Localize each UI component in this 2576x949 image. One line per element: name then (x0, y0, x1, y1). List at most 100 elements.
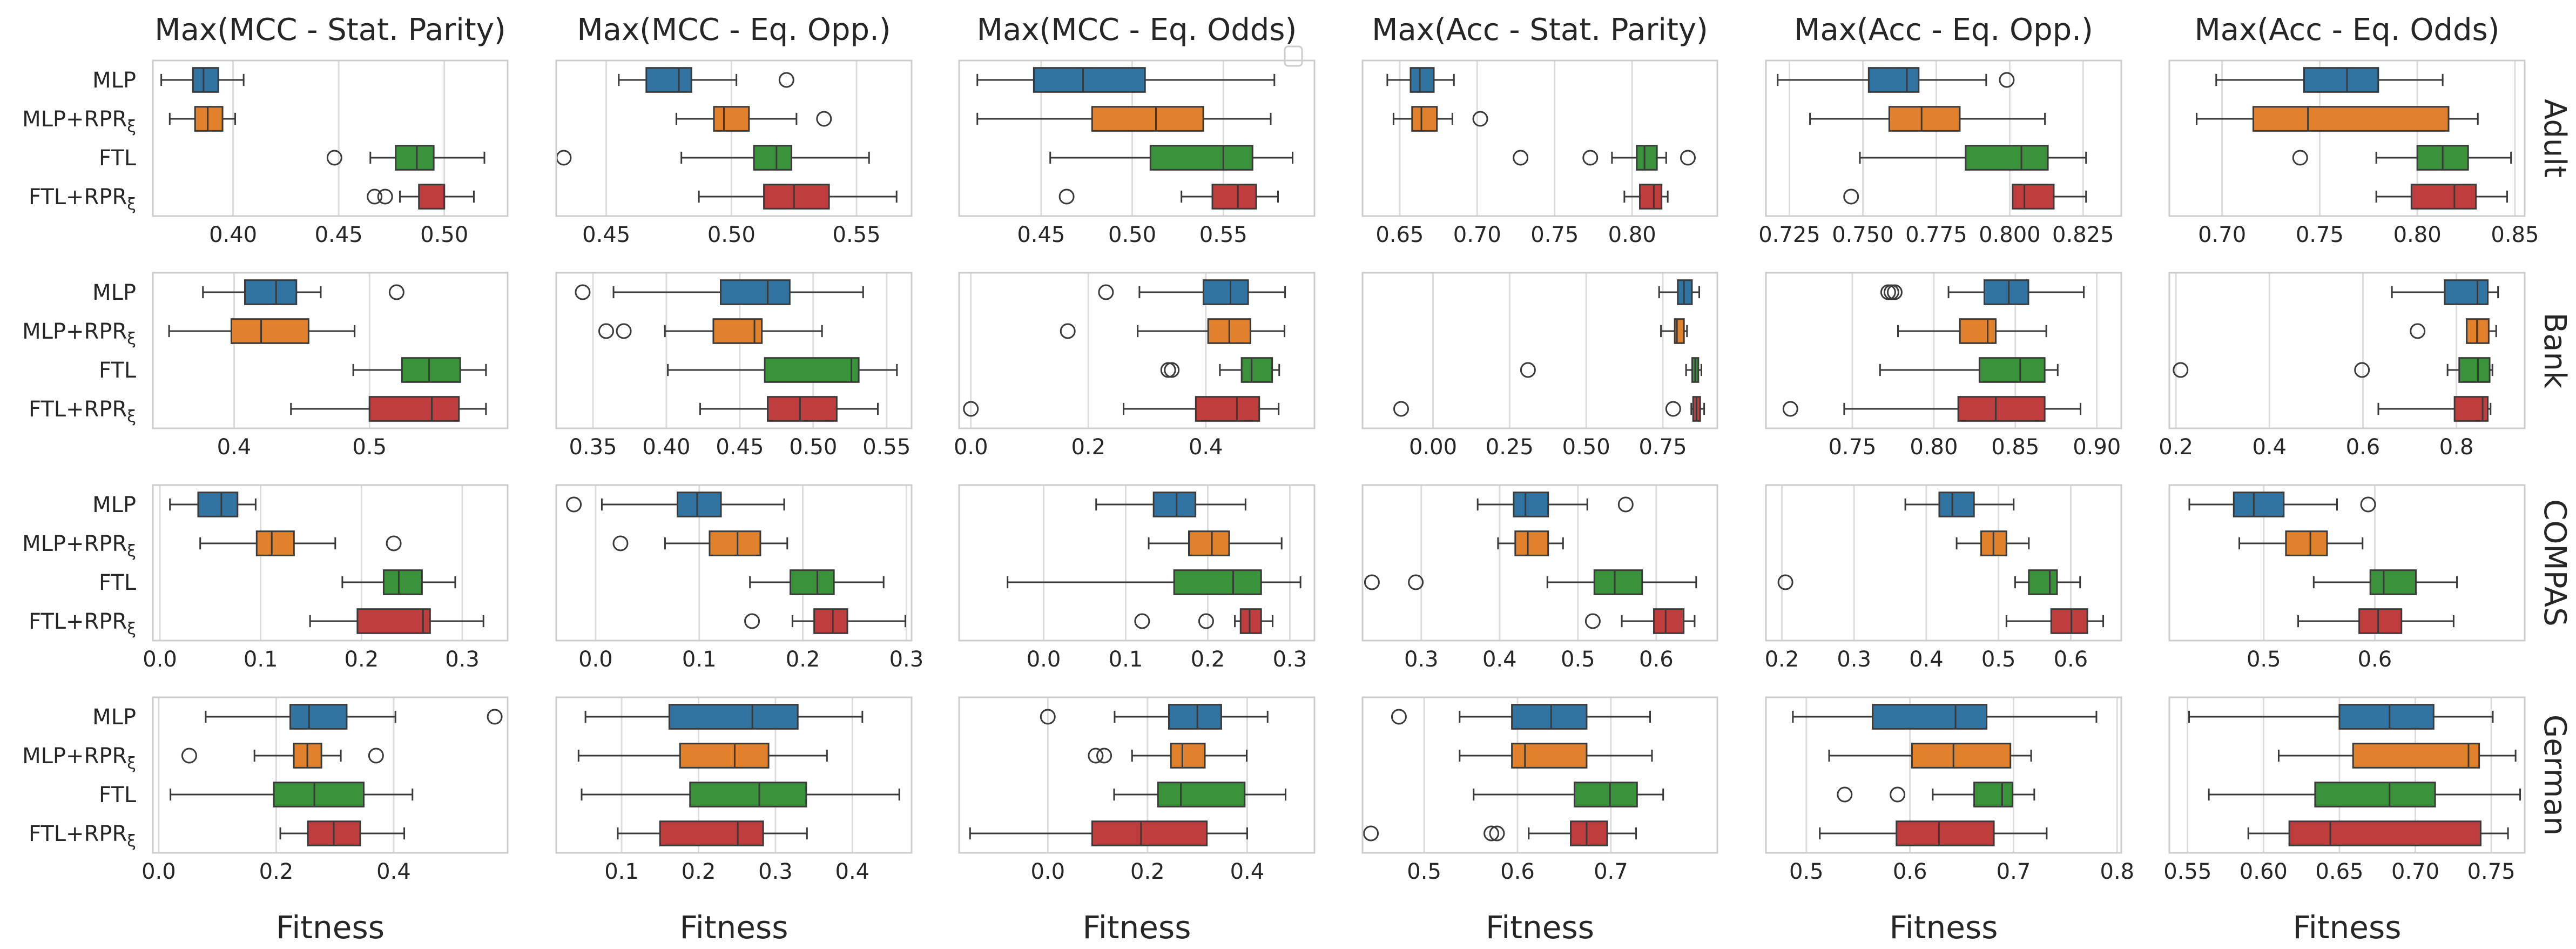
outlier-point (1363, 825, 1379, 842)
box-mlp-rpr (2238, 530, 2364, 556)
box-ftl (1879, 357, 2059, 383)
category-label-mlp: MLP (92, 493, 136, 517)
box-ftl (2208, 782, 2521, 807)
outlier-point (1096, 748, 1112, 764)
iqr-box (1091, 106, 1204, 132)
panel-compas-col-4: 0.3 0.4 0.5 0.6 (1361, 484, 1718, 672)
outlier-point (368, 748, 384, 764)
panel-german-col-3: 0.0 0.2 0.4 Fitness (958, 696, 1316, 946)
column-title-1: Max(MCC - Stat. Parity) (154, 12, 505, 48)
x-tick-label: 0.5 (1561, 647, 1595, 672)
x-tick-label: 0.8 (2100, 859, 2135, 884)
box-mlp (1476, 492, 1634, 517)
box-mlp (2188, 492, 2376, 517)
x-tick-label: 0.4 (1482, 647, 1517, 672)
iqr-box (2288, 820, 2481, 846)
box-ftl (1160, 357, 1280, 383)
category-label-ftl: FTL (99, 570, 137, 595)
x-tick-label: 0.825 (2052, 223, 2114, 247)
category-label-base: MLP (92, 705, 136, 730)
box-ftl (1473, 782, 1664, 807)
box-ftl-rpr (290, 396, 487, 422)
x-tick-label: 0.6 (2054, 647, 2088, 672)
category-label-subscript: ξ (127, 542, 136, 561)
x-tick-label: 0.75 (1530, 223, 1579, 247)
iqr-box (679, 743, 770, 769)
x-tick-label: 0.50 (1562, 435, 1610, 460)
iqr-box (356, 608, 431, 634)
iqr-box (676, 492, 722, 517)
panel-frame (555, 696, 913, 854)
iqr-box (1173, 569, 1262, 595)
box-ftl-rpr (1393, 396, 1705, 422)
box-ftl-rpr (1782, 396, 2082, 422)
category-label-base: MLP (92, 68, 136, 93)
x-tick-label: 0.5 (1789, 859, 1824, 884)
box-ftl (1837, 782, 2035, 807)
panel-compas-col-5: 0.2 0.3 0.4 0.5 0.6 (1765, 484, 2122, 672)
iqr-box (1157, 782, 1246, 807)
category-label-base: FTL+RPR (29, 397, 127, 422)
box-mlp-rpr (1148, 530, 1283, 556)
x-tick-label: 0.80 (2393, 223, 2442, 247)
panel-frame (2168, 696, 2526, 854)
panel-frame (1765, 484, 2122, 642)
iqr-box (713, 106, 750, 132)
outlier-point (1665, 401, 1681, 417)
category-label-ftl: FTL (99, 358, 137, 383)
iqr-box (1211, 184, 1257, 210)
outlier-point (1886, 284, 1903, 300)
category-label-mlp: MLP (92, 280, 136, 305)
box-mlp (1040, 704, 1269, 730)
row-label-german: German (2537, 715, 2572, 836)
iqr-box (1872, 704, 1988, 730)
box-ftl-rpr (1363, 820, 1637, 846)
category-label-subscript: ξ (127, 195, 136, 214)
x-tick-label: 0.50 (420, 223, 468, 247)
x-tick-label: 0.2 (1191, 647, 1225, 672)
x-tick-label: 0.2 (1071, 435, 1105, 460)
x-tick-label: 0.60 (2240, 859, 2288, 884)
outlier-point (556, 150, 572, 166)
category-label-base: MLP+RPR (22, 531, 127, 556)
box-ftl (2173, 357, 2493, 383)
panel-frame (555, 272, 913, 429)
iqr-box (1867, 67, 1920, 93)
x-tick-label: 0.2 (1130, 859, 1165, 884)
x-tick-label: 0.0 (1030, 859, 1065, 884)
box-ftl-rpr (2375, 184, 2508, 210)
iqr-box (244, 279, 298, 305)
x-tick-label: 0.50 (707, 223, 756, 247)
x-tick-label: 0.6 (1500, 859, 1535, 884)
box-ftl-rpr (1058, 184, 1279, 210)
box-mlp-rpr (976, 106, 1272, 132)
panel-frame (958, 484, 1316, 642)
x-tick-label: 0.725 (1758, 223, 1820, 247)
category-label-base: MLP+RPR (22, 744, 127, 769)
box-mlp-rpr (1497, 530, 1564, 556)
category-label-mlp: MLP (92, 705, 136, 730)
outlier-point (1391, 709, 1407, 725)
outlier-point (1060, 323, 1076, 339)
row-label-compas: COMPAS (2537, 499, 2572, 627)
iqr-box (1888, 106, 1961, 132)
iqr-box (2314, 782, 2436, 807)
x-tick-label: 0.3 (889, 647, 924, 672)
panel-adult-col-2: 0.45 0.50 0.55 (555, 59, 913, 247)
iqr-box (1240, 357, 1273, 383)
category-label-mlp-rpr: MLP+RPRξ (22, 107, 136, 136)
outlier-point (1198, 613, 1214, 629)
panel-frame (958, 59, 1316, 217)
x-tick-label: 0.45 (582, 223, 630, 247)
box-ftl-rpr (969, 820, 1248, 846)
x-tick-label: 0.4 (217, 435, 252, 460)
x-tick-label: 0.4 (1909, 647, 1944, 672)
iqr-box (2285, 530, 2328, 556)
iqr-box (1938, 492, 1975, 517)
outlier-point (2360, 496, 2376, 513)
box-ftl-rpr (1623, 184, 1669, 210)
category-label-ftl-rpr: FTL+RPRξ (29, 397, 136, 426)
outlier-point (1999, 72, 2015, 88)
box-mlp (1386, 67, 1455, 93)
